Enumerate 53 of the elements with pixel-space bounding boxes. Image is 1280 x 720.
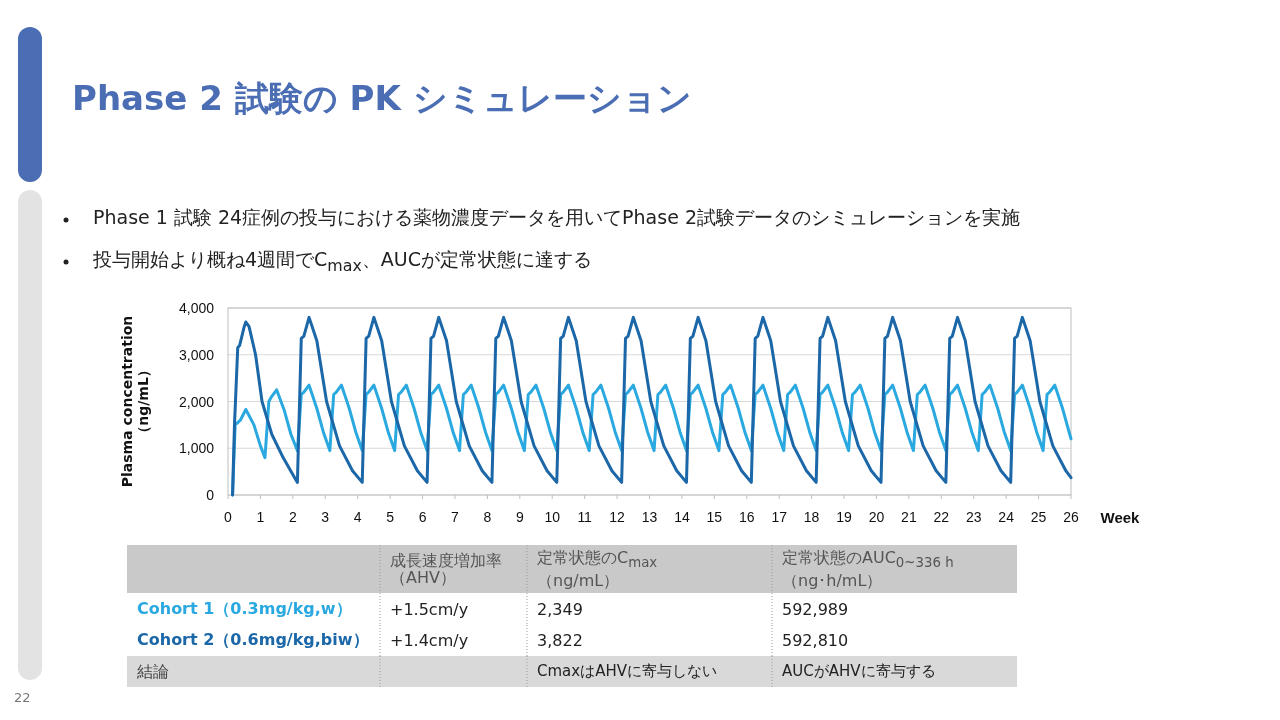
x-tick-label: 24 bbox=[998, 509, 1015, 525]
annotation: 定常状態のAUC$_{0~336 h}$（ng･h/mL） bbox=[782, 547, 955, 592]
annotation: Phase 1 試験 24症例の投与における薬物濃度データを用いてPhase 2試験データのシミュレーションを実施 bbox=[93, 205, 1020, 230]
annotation: 22 bbox=[14, 690, 31, 705]
x-tick-label: 22 bbox=[933, 509, 950, 525]
annotation: 結論 bbox=[137, 661, 169, 683]
x-tick-label: 7 bbox=[451, 509, 460, 525]
annotation: +1.4cm/y bbox=[390, 630, 469, 652]
x-tick-label: 6 bbox=[418, 509, 427, 525]
x-tick-label: 9 bbox=[515, 509, 524, 525]
x-tick-label: 1 bbox=[256, 509, 265, 525]
x-tick-label: 8 bbox=[483, 509, 492, 525]
x-tick-label: 12 bbox=[609, 509, 626, 525]
line-series bbox=[231, 315, 1073, 497]
y-tick-label: 2,000 bbox=[178, 393, 215, 410]
x-tick-label: 26 bbox=[1063, 509, 1079, 525]
x-tick-label: 2 bbox=[288, 509, 297, 525]
annotation: 2,349 bbox=[537, 598, 583, 621]
x-tick-label: 18 bbox=[803, 509, 820, 525]
x-tick-label: 0 bbox=[224, 509, 233, 525]
y-tick-label: 4,000 bbox=[178, 300, 215, 316]
annotation: 投与開始より概ね4週間でC$_{max}$、AUCが定常状態に達する bbox=[93, 247, 593, 275]
x-tick-label: 11 bbox=[577, 509, 593, 525]
x-tick-label: 15 bbox=[706, 509, 723, 525]
x-tick-label: 16 bbox=[738, 509, 755, 525]
x-tick-label: 17 bbox=[771, 509, 788, 525]
x-tick-label: 3 bbox=[321, 509, 330, 525]
annotation: 成長速度増加率（AHV） bbox=[390, 550, 503, 589]
x-tick-label: 25 bbox=[1030, 509, 1047, 525]
x-tick-label: 14 bbox=[674, 509, 690, 525]
x-tick-label: 20 bbox=[868, 509, 885, 525]
series: Cohort 2（0.6mg/kg,biw） bbox=[137, 629, 369, 651]
x-tick-label: 13 bbox=[641, 509, 658, 525]
series: Cohort 1（0.3mg/kg,w） bbox=[137, 597, 352, 620]
x-tick-label: 23 bbox=[965, 509, 982, 525]
x-axis-title: Week bbox=[1100, 509, 1141, 526]
x-tick-label: 21 bbox=[901, 509, 917, 525]
annotation: 3,822 bbox=[537, 630, 583, 652]
y-tick-label: 3,000 bbox=[178, 346, 215, 363]
title: Phase 2 試験の PK シミュレーション bbox=[72, 77, 692, 120]
annotation: 592,989 bbox=[782, 598, 849, 621]
x-tick-label: 4 bbox=[353, 509, 362, 525]
annotation: 592,810 bbox=[782, 630, 849, 652]
annotation: 定常状態のC$_{max}$（ng/mL） bbox=[537, 547, 659, 592]
y-axis-title: Plasma concentration （ng/mL） bbox=[119, 315, 151, 488]
x-tick-label: 10 bbox=[544, 509, 561, 525]
y-tick-label: 1,000 bbox=[178, 440, 215, 457]
annotation: +1.5cm/y bbox=[390, 598, 469, 621]
x-tick-label: 5 bbox=[386, 509, 395, 525]
annotation: AUCがAHVに寄与する bbox=[782, 661, 936, 682]
y-tick-label: 0 bbox=[206, 487, 215, 503]
annotation: CmaxはAHVに寄与しない bbox=[537, 661, 717, 682]
x-tick-label: 19 bbox=[836, 509, 853, 525]
